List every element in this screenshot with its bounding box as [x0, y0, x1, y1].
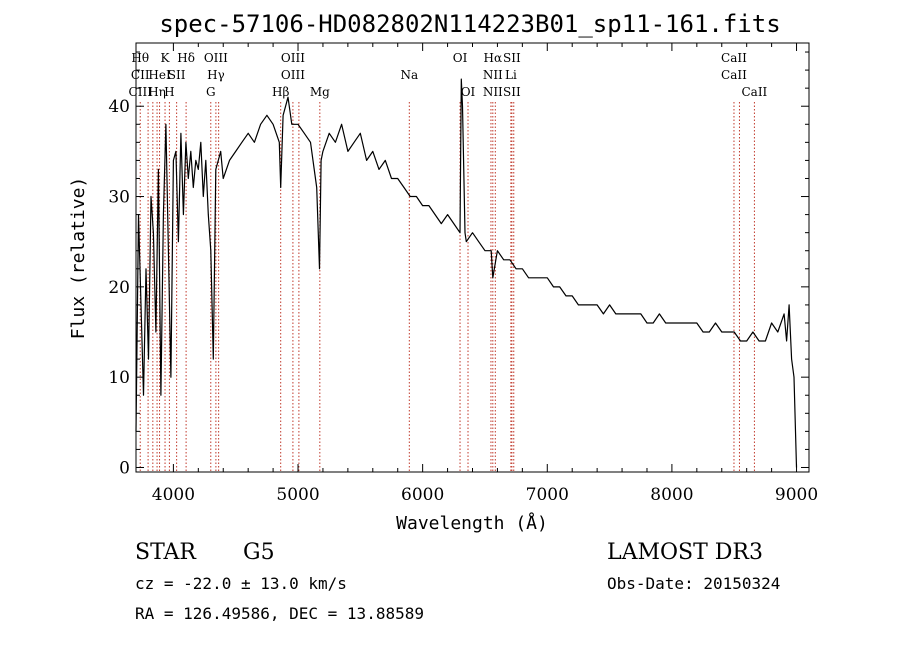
x-axis-label: Wavelength (Å) [396, 512, 548, 534]
spectral-line-label: CIII [129, 85, 153, 99]
spectral-line-label: G [206, 85, 216, 99]
spectral-line-label: HeI [148, 68, 171, 82]
chart-title: spec-57106-HD082802N114223B01_sp11-161.f… [159, 10, 780, 38]
x-tick-label: 9000 [775, 485, 818, 505]
spectral-line-label: Hη [148, 85, 166, 99]
coordinates-text: RA = 126.49586, DEC = 13.88589 [135, 604, 424, 623]
spectral-line-label: OI [453, 51, 468, 65]
plot-frame [135, 42, 810, 473]
spectral-line-label: OI [461, 85, 476, 99]
spectral-line-label: CaII [721, 51, 747, 65]
spectral-line-label: Hβ [272, 85, 289, 99]
spectral-line-label: K [161, 51, 171, 65]
object-class: STAR [135, 540, 196, 565]
spectral-line-label: H [164, 85, 174, 99]
spectral-line-label: SII [168, 68, 186, 82]
y-tick-label: 0 [119, 458, 130, 478]
redshift-text: cz = -22.0 ± 13.0 km/s [135, 574, 347, 593]
spectral-line-label: Li [505, 68, 517, 82]
x-tick-label: 7000 [526, 485, 569, 505]
spectral-line-label: Na [400, 68, 418, 82]
y-axis-label: Flux (relative) [68, 177, 89, 340]
spectral-line-label: NII [483, 68, 503, 82]
y-tick-label: 20 [108, 278, 130, 298]
x-tick-label: 4000 [152, 485, 195, 505]
spectral-line-label: CaII [721, 68, 747, 82]
y-tick-label: 10 [108, 368, 130, 388]
spectral-line-label: SII [503, 51, 521, 65]
spectral-line-label: Hγ [207, 68, 225, 82]
x-tick-label: 6000 [401, 485, 444, 505]
x-tick-label: 5000 [276, 485, 319, 505]
spectral-line-label: CaII [741, 85, 767, 99]
object-subclass: G5 [243, 540, 275, 565]
spectral-line-label: Hδ [177, 51, 195, 65]
spectral-line-label: Hα [484, 51, 503, 65]
obs-date: Obs-Date: 20150324 [607, 574, 781, 593]
spectral-line-label: CII [131, 68, 150, 82]
spectral-line-label: SII [503, 85, 521, 99]
survey-name: LAMOST DR3 [607, 540, 763, 565]
x-axis-ticks: 4000 5000 6000 7000 8000 9000 [152, 43, 818, 505]
y-tick-label: 40 [108, 97, 130, 117]
spectral-line-label: OIII [204, 51, 228, 65]
spectral-line-label: OIII [281, 51, 305, 65]
y-tick-label: 30 [108, 188, 130, 208]
spectral-line-label: Hθ [131, 51, 149, 65]
spectral-line-label: OIII [281, 68, 305, 82]
y-axis-ticks: 0 10 20 30 40 [108, 51, 809, 478]
x-tick-label: 8000 [650, 485, 693, 505]
spectral-line-label: NII [483, 85, 503, 99]
spectrum-series-line [135, 78, 798, 468]
spectral-line-label: Mg [310, 85, 330, 99]
